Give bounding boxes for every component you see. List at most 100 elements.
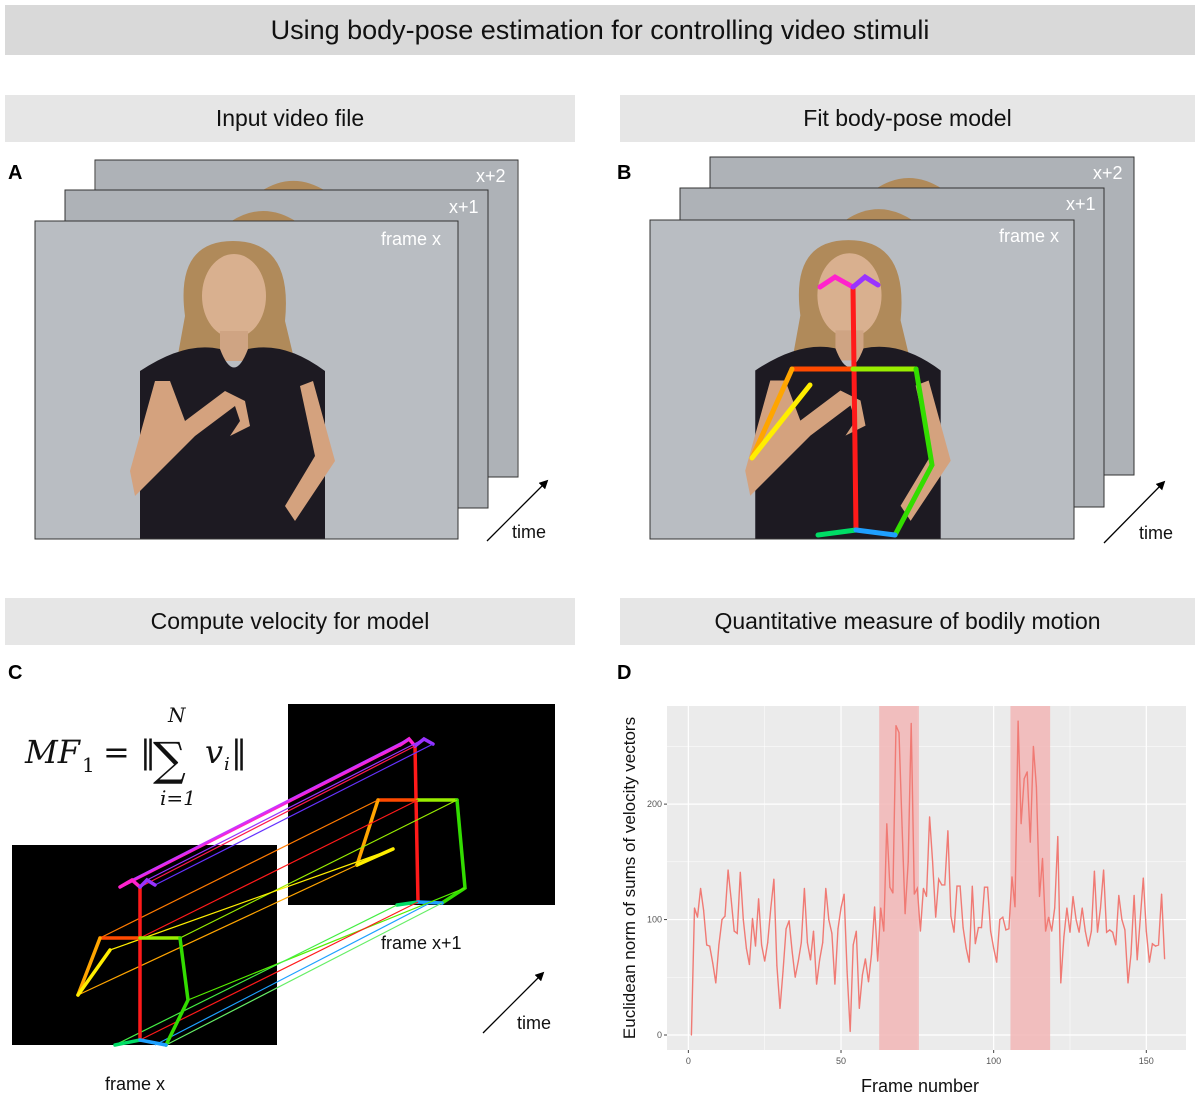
data-point [1048,916,1050,918]
data-point [1084,930,1086,932]
data-point [950,915,952,917]
data-point [1057,835,1059,838]
data-point [1075,918,1077,921]
data-point [828,918,830,921]
data-point [1072,895,1074,898]
data-point [767,942,769,944]
data-point [861,974,863,976]
data-point [1142,877,1144,879]
data-point [1112,931,1114,933]
panel-d-header: Quantitative measure of bodily motion [620,598,1195,645]
data-point [1005,929,1007,931]
panel-a-frame-stack: x+2 x+1 frame x time [34,159,549,542]
data-point [1115,944,1117,946]
data-point [1038,895,1041,898]
data-point [1008,928,1010,930]
sum-symbol: ∑ [153,732,186,786]
data-point [1106,931,1108,933]
motion-chart: 0 50 100 150 0 100 200 Frame number Euclidean … [620,706,1186,1096]
frame-x-plus-1-canvas [288,704,555,905]
frame-x: frame x [34,220,459,540]
data-point [736,932,738,935]
data-point [1139,918,1141,921]
data-point [761,944,763,946]
data-point [1118,894,1120,896]
data-point [1029,841,1031,843]
data-point [1051,930,1053,932]
skeleton-frame-x [76,877,190,1047]
data-point [1041,857,1044,859]
highlight-band [1010,706,1051,1050]
data-point [1160,893,1163,895]
data-point [843,893,845,895]
formula-lhs-subscript: 1 [82,753,95,777]
data-point [1066,907,1068,909]
data-point [1035,786,1038,788]
frame-x-canvas [12,845,277,1045]
data-point [877,960,879,962]
frame-label-x: frame x [381,229,441,249]
data-point [809,959,812,961]
data-point [932,861,934,863]
data-point [996,961,998,963]
y-tick-label: 0 [657,1030,662,1040]
x-tick-label: 0 [686,1056,691,1066]
data-point [962,927,964,929]
sum-lower-limit: i=1 [160,786,196,810]
data-point [757,898,760,900]
data-point [721,918,723,921]
data-point [1096,931,1099,933]
x-tick-label: 150 [1139,1056,1154,1066]
data-point [709,945,711,947]
data-point [1145,930,1147,932]
data-point [1002,916,1004,918]
time-arrow [486,479,549,542]
data-point [983,886,986,888]
data-point [782,970,784,973]
data-point [840,907,842,909]
data-point [1014,906,1016,908]
data-point [1109,929,1111,931]
data-point [895,725,897,727]
data-point [1011,876,1013,878]
data-point [739,871,741,873]
data-point [696,916,699,918]
time-label: time [517,1013,551,1033]
plot-background [667,706,1186,1050]
data-point [928,816,931,818]
data-point [699,887,702,889]
data-point [852,944,854,946]
time-label: time [512,522,546,542]
data-point [858,1007,860,1010]
frame-x-label: frame x [105,1074,165,1094]
panel-a-letter: A [8,162,23,184]
data-point [904,913,906,915]
data-point [748,963,751,966]
data-point [776,965,778,967]
data-point [693,907,696,909]
data-point [910,722,912,724]
data-point [797,960,799,962]
data-point [916,887,918,889]
panel-b-frame-stack: x+2 x+1 frame x [649,156,1173,544]
formula-close: ‖ [231,733,247,771]
data-point [1060,982,1062,984]
data-point [919,930,921,932]
frame-label-x: frame x [999,226,1059,246]
data-point [846,970,848,973]
data-point [715,982,717,984]
data-point [938,878,940,880]
data-point [1093,870,1096,872]
data-point [874,906,876,908]
data-point [1099,907,1102,909]
data-point [812,930,815,932]
data-point [1164,958,1166,960]
data-point [968,961,970,963]
data-point [907,861,909,863]
y-tick-label: 200 [647,799,662,809]
data-point [959,885,961,887]
frame-label-x1: x+1 [449,197,479,217]
data-point [1026,771,1028,773]
data-point [837,928,839,930]
